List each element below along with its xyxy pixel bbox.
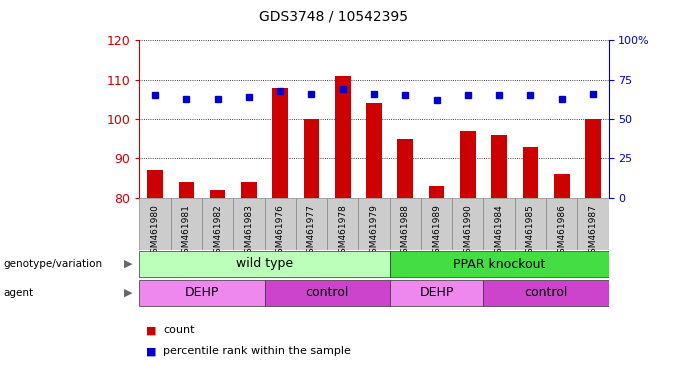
Bar (139, 251, 390, 277)
Text: GSM461989: GSM461989 (432, 204, 441, 259)
Bar (233, 198, 265, 250)
Bar (272, 88, 288, 198)
Text: agent: agent (3, 288, 33, 298)
Bar (148, 170, 163, 198)
Bar (483, 198, 515, 250)
Text: GSM461976: GSM461976 (275, 204, 285, 259)
Bar (367, 103, 382, 198)
Bar (241, 182, 257, 198)
Text: GSM461984: GSM461984 (494, 204, 504, 259)
Bar (421, 198, 452, 250)
Bar (483, 280, 609, 306)
Bar (358, 198, 390, 250)
Bar (139, 198, 171, 250)
Text: ▶: ▶ (124, 288, 133, 298)
Text: GSM461977: GSM461977 (307, 204, 316, 259)
Bar (390, 198, 421, 250)
Text: ▶: ▶ (124, 259, 133, 269)
Text: GSM461986: GSM461986 (557, 204, 566, 259)
Text: GSM461990: GSM461990 (463, 204, 473, 259)
Bar (452, 198, 483, 250)
Text: GSM461987: GSM461987 (588, 204, 598, 259)
Bar (265, 198, 296, 250)
Text: GSM461983: GSM461983 (244, 204, 254, 259)
Bar (390, 280, 483, 306)
Text: GDS3748 / 10542395: GDS3748 / 10542395 (258, 10, 408, 23)
Text: GSM461982: GSM461982 (213, 204, 222, 259)
Text: GSM461988: GSM461988 (401, 204, 410, 259)
Text: wild type: wild type (236, 258, 293, 270)
Text: control: control (524, 286, 568, 299)
Text: PPAR knockout: PPAR knockout (453, 258, 545, 270)
Bar (428, 186, 445, 198)
Bar (139, 280, 265, 306)
Text: GSM461985: GSM461985 (526, 204, 535, 259)
Bar (491, 135, 507, 198)
Text: GSM461979: GSM461979 (369, 204, 379, 259)
Bar (515, 198, 546, 250)
Text: GSM461978: GSM461978 (338, 204, 347, 259)
Bar (585, 119, 601, 198)
Bar (335, 76, 351, 198)
Bar (546, 198, 577, 250)
Text: ■: ■ (146, 325, 156, 335)
Text: GSM461981: GSM461981 (182, 204, 191, 259)
Text: DEHP: DEHP (420, 286, 454, 299)
Bar (296, 198, 327, 250)
Bar (210, 190, 226, 198)
Text: GSM461980: GSM461980 (150, 204, 160, 259)
Bar (303, 119, 320, 198)
Text: ■: ■ (146, 346, 156, 356)
Bar (327, 198, 358, 250)
Text: control: control (305, 286, 349, 299)
Bar (554, 174, 570, 198)
Bar (577, 198, 609, 250)
Text: genotype/variation: genotype/variation (3, 259, 103, 269)
Bar (265, 280, 390, 306)
Bar (178, 182, 194, 198)
Bar (397, 139, 413, 198)
Text: DEHP: DEHP (185, 286, 219, 299)
Bar (202, 198, 233, 250)
Text: count: count (163, 325, 194, 335)
Text: percentile rank within the sample: percentile rank within the sample (163, 346, 351, 356)
Bar (523, 147, 539, 198)
Bar (390, 251, 609, 277)
Bar (460, 131, 476, 198)
Bar (171, 198, 202, 250)
